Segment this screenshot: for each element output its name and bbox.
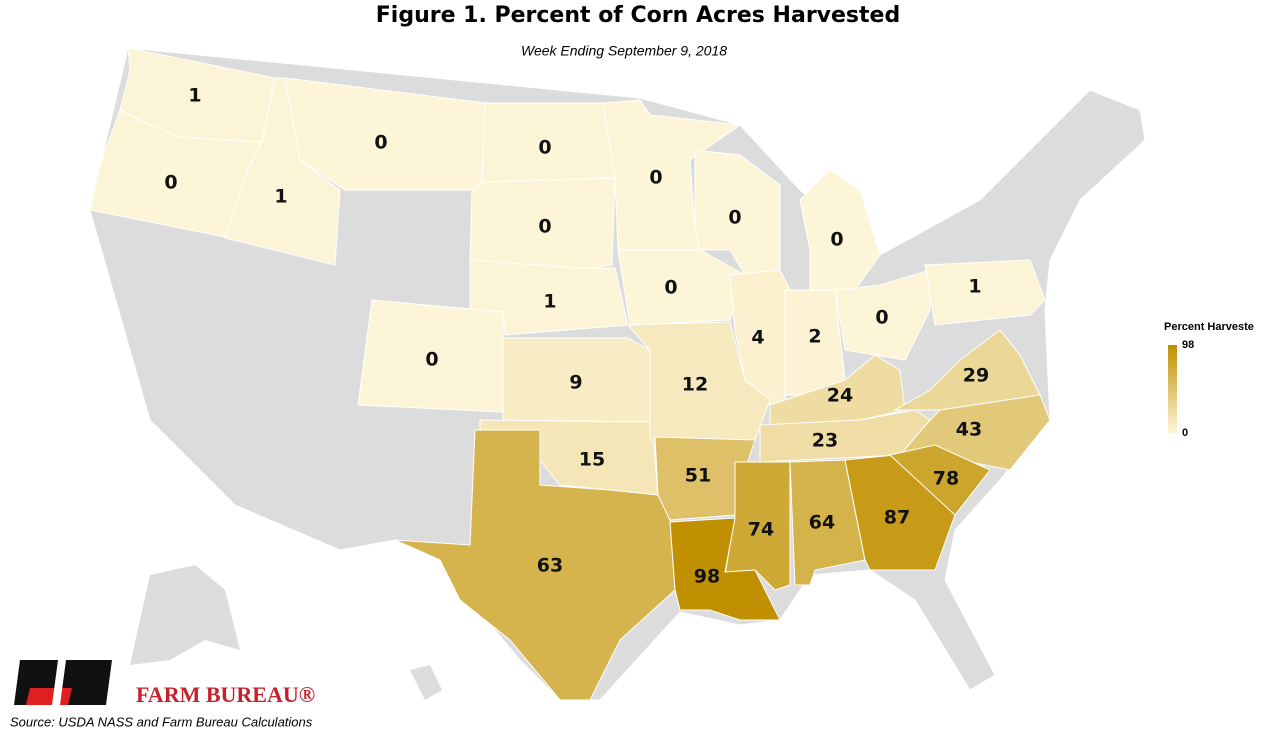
state-region (394, 429, 676, 701)
state-value: 98 (694, 566, 720, 588)
state-value: 0 (538, 137, 551, 159)
state-region (834, 269, 931, 361)
state-value: 0 (728, 207, 741, 229)
state-value: 29 (963, 365, 989, 387)
state-value: 43 (956, 419, 982, 441)
state-region (799, 169, 881, 291)
legend-tick-label: 98 (1182, 339, 1194, 351)
state-value: 51 (685, 465, 711, 487)
logo-mark-gap (52, 660, 66, 705)
legend-title: Percent Harveste (1164, 321, 1254, 333)
legend-gradient (1168, 345, 1177, 433)
state-value: 0 (164, 172, 177, 194)
state-value: 24 (827, 385, 853, 407)
state-value: 0 (374, 132, 387, 154)
state-region (924, 259, 1046, 326)
state-value: 78 (933, 468, 959, 490)
state-region (602, 99, 742, 251)
state-value: 23 (812, 430, 838, 452)
state-value: 1 (968, 276, 981, 298)
state-region (626, 321, 771, 441)
state-region (888, 444, 991, 516)
state-value: 0 (664, 277, 677, 299)
state-value: 15 (579, 449, 605, 471)
state-value: 1 (543, 291, 556, 313)
state-value: 74 (748, 519, 774, 541)
state-region (284, 77, 486, 191)
title: Figure 1. Percent of Corn Acres Harveste… (376, 3, 900, 28)
legend-tick-label: 0 (1182, 427, 1188, 439)
state-value: 9 (569, 372, 582, 394)
state-value: 0 (649, 167, 662, 189)
state-value: 0 (425, 349, 438, 371)
state-value: 1 (274, 186, 287, 208)
logo (14, 660, 112, 705)
hawaii (410, 665, 442, 700)
state-value: 0 (538, 216, 551, 238)
state-region (669, 517, 781, 621)
state-value: 0 (830, 229, 843, 251)
state-region (224, 77, 341, 266)
source: Source: USDA NASS and Farm Bureau Calcul… (10, 714, 313, 729)
logo-mark-red (26, 688, 72, 705)
state-value: 4 (751, 327, 764, 349)
state-value: 2 (808, 326, 821, 348)
state-value: 0 (875, 307, 888, 329)
state-value: 1 (188, 85, 201, 107)
state-value: 12 (682, 374, 708, 396)
state-value: 64 (809, 512, 835, 534)
state-value: 87 (884, 507, 910, 529)
state-value: 63 (537, 555, 563, 577)
alaska (130, 565, 240, 665)
logo-text: FARM BUREAU® (136, 682, 315, 707)
subtitle: Week Ending September 9, 2018 (521, 43, 727, 59)
